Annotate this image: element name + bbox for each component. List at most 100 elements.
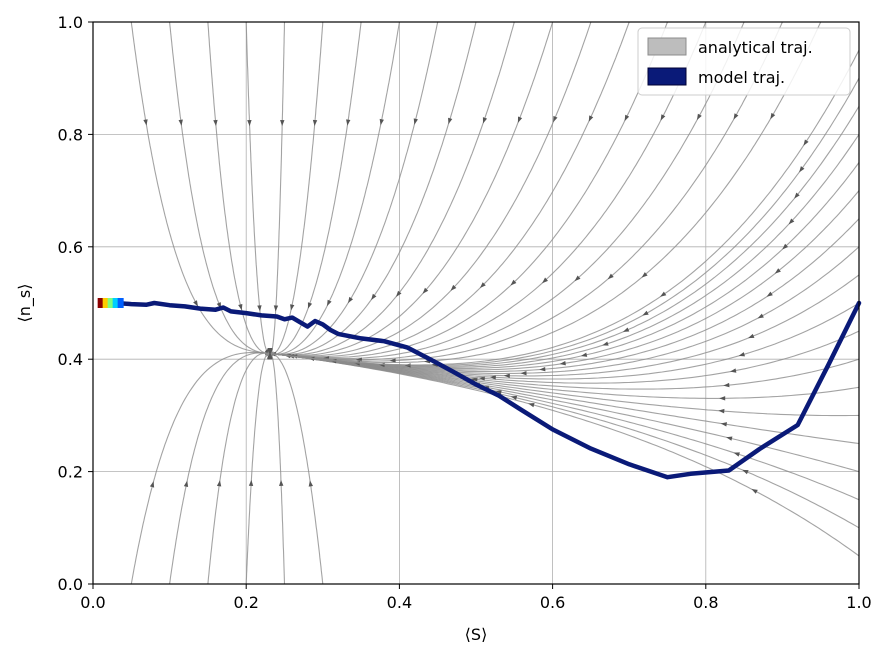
plot-area <box>92 21 862 585</box>
plot-frame <box>92 21 860 585</box>
y-tick-label: 1.0 <box>58 13 83 32</box>
streamline-arrow <box>520 370 527 376</box>
x-tick-label: 1.0 <box>846 593 871 612</box>
y-tick-label: 0.4 <box>58 350 83 369</box>
x-axis-label: ⟨S⟩ <box>465 625 488 644</box>
streamline-arrow <box>273 305 279 312</box>
streamline-arrow <box>718 408 725 414</box>
streamline-arrow <box>738 352 745 357</box>
streamline-arrow <box>267 349 273 356</box>
streamline-arrow <box>723 382 730 388</box>
y-tick-label: 0.0 <box>58 575 83 594</box>
model-trajectory <box>97 298 862 480</box>
model-start-gradient-segment <box>97 298 104 308</box>
streamline-arrow <box>489 375 496 380</box>
streamline-arrow <box>624 114 630 122</box>
streamline-arrow <box>213 119 218 126</box>
streamline-arrow <box>216 480 222 487</box>
streamline-arrow <box>788 218 795 225</box>
streamline-arrow <box>413 118 418 125</box>
streamline-arrow <box>719 396 726 401</box>
streamline-arrow <box>642 310 649 316</box>
streamline-arrow <box>346 119 351 126</box>
legend-label-model: model traj. <box>698 68 785 87</box>
streamline-arrow <box>183 480 189 487</box>
streamline-arrow <box>422 287 429 294</box>
streamline-arrow <box>143 119 148 126</box>
streamline-arrow <box>733 113 739 120</box>
streamline-arrow <box>607 273 614 280</box>
streamline-arrow <box>348 296 354 304</box>
streamline-arrow <box>510 279 517 286</box>
legend-label-analytical: analytical traj. <box>698 38 813 57</box>
streamline-arrow <box>574 275 581 282</box>
streamline-arrow <box>371 293 377 300</box>
streamline-arrow <box>770 112 776 120</box>
streamline-arrow <box>448 117 453 125</box>
legend-swatch-model <box>647 67 687 86</box>
streamline-arrow <box>528 402 535 408</box>
streamline-arrow <box>238 303 243 311</box>
streamline-arrow <box>510 395 518 401</box>
streamline-arrow <box>726 436 733 441</box>
x-tick-label: 0.6 <box>540 593 565 612</box>
streamline-arrow <box>794 192 800 199</box>
streamline-arrow <box>396 290 402 297</box>
axis-ticks: 0.0 0.2 0.4 0.6 0.8 1.0 0.0 0.2 0.4 0.6 0.8 1.0 <box>58 13 872 612</box>
streamline-arrow <box>799 166 805 173</box>
streamline-arrow <box>503 373 510 378</box>
streamline-arrow <box>782 243 789 250</box>
x-tick-label: 0.2 <box>233 593 258 612</box>
streamline-arrow <box>307 302 313 309</box>
streamline-arrow <box>748 333 755 339</box>
streamline-arrow <box>247 120 252 127</box>
model-trajectory-line <box>98 300 862 480</box>
streamline-arrow <box>766 291 773 297</box>
streamline-arrow <box>471 377 478 382</box>
streamline-arrow <box>379 118 384 126</box>
streamline-arrow <box>257 305 262 312</box>
model-start-gradient-segment <box>112 298 119 308</box>
analytical-streamlines <box>130 21 860 585</box>
streamline-arrow <box>602 341 609 346</box>
legend-box <box>637 27 851 96</box>
y-tick-label: 0.2 <box>58 463 83 482</box>
model-start-gradient-segment <box>102 298 109 308</box>
streamline-arrow <box>559 360 566 366</box>
y-axis-label: ⟨n_s⟩ <box>15 284 35 323</box>
legend-swatch-analytical <box>647 37 687 56</box>
streamline-arrow <box>478 376 485 381</box>
streamline-arrow <box>479 282 486 289</box>
model-start-gradient-segment <box>107 298 114 308</box>
plot-background <box>93 22 859 584</box>
streamline-arrow <box>149 481 155 488</box>
streamline-arrow <box>733 452 740 457</box>
streamline-arrow <box>751 489 758 494</box>
streamline-arrow <box>312 119 318 126</box>
streamline-arrow <box>588 115 594 122</box>
streamline-arrow <box>248 479 254 487</box>
streamline-arrow <box>539 366 546 372</box>
streamline-arrow <box>622 327 630 332</box>
streamline-arrow <box>326 299 332 307</box>
streamline-arrow <box>495 390 502 395</box>
streamline-arrow <box>641 272 648 278</box>
streamline-arrow <box>290 304 295 311</box>
streamline-arrow <box>757 313 764 319</box>
x-tick-label: 0.0 <box>80 593 105 612</box>
streamline-arrow <box>193 300 198 307</box>
legend: analytical traj. model traj. <box>637 27 851 96</box>
streamline-arrow <box>517 116 523 123</box>
y-tick-label: 0.8 <box>58 125 83 144</box>
streamline-arrow <box>542 277 549 284</box>
streamline-arrow <box>696 113 702 121</box>
streamline-arrow <box>482 117 488 124</box>
streamline-arrow <box>720 422 728 427</box>
streamline-arrow <box>580 352 588 357</box>
x-tick-label: 0.4 <box>387 593 412 612</box>
x-tick-label: 0.8 <box>693 593 718 612</box>
streamline-arrow <box>178 119 183 126</box>
streamline-arrow <box>279 479 284 486</box>
streamline-arrow <box>267 352 273 359</box>
